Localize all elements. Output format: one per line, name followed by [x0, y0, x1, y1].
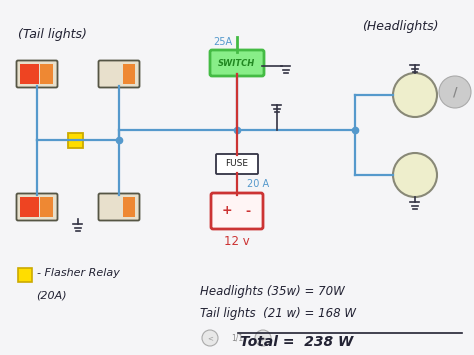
Circle shape: [393, 73, 437, 117]
Text: FUSE: FUSE: [226, 159, 248, 169]
FancyBboxPatch shape: [210, 50, 264, 76]
Bar: [69, 132, 83, 147]
FancyBboxPatch shape: [17, 193, 57, 220]
FancyBboxPatch shape: [216, 154, 258, 174]
Text: 20 A: 20 A: [247, 179, 269, 189]
FancyBboxPatch shape: [17, 60, 57, 87]
Text: /: /: [453, 86, 457, 98]
Text: Headlights (35w) = 70W: Headlights (35w) = 70W: [200, 285, 345, 298]
Circle shape: [202, 330, 218, 346]
Text: - Flasher Relay: - Flasher Relay: [37, 268, 120, 278]
Bar: [123, 197, 135, 217]
FancyBboxPatch shape: [99, 193, 139, 220]
Circle shape: [255, 330, 271, 346]
Text: (20A): (20A): [36, 290, 67, 300]
Text: Tail lights  (21 w) = 168 W: Tail lights (21 w) = 168 W: [200, 307, 356, 320]
Circle shape: [439, 76, 471, 108]
Bar: [20, 197, 39, 217]
Bar: [18, 268, 32, 282]
Text: SWITCH: SWITCH: [219, 59, 255, 67]
Text: >: >: [260, 335, 266, 341]
FancyBboxPatch shape: [99, 60, 139, 87]
Text: (Tail lights): (Tail lights): [18, 28, 87, 41]
FancyBboxPatch shape: [211, 193, 263, 229]
Bar: [40, 64, 53, 84]
Bar: [123, 64, 135, 84]
Bar: [20, 64, 39, 84]
Text: 25A: 25A: [213, 37, 233, 47]
Text: 1/1: 1/1: [231, 333, 243, 343]
Text: -: -: [245, 204, 250, 218]
Text: +: +: [222, 204, 233, 218]
Text: (Headlights): (Headlights): [362, 20, 438, 33]
Circle shape: [393, 153, 437, 197]
Text: Total =  238 W: Total = 238 W: [240, 335, 353, 349]
Text: 12 v: 12 v: [224, 235, 250, 248]
Text: <: <: [207, 335, 213, 341]
Bar: [40, 197, 53, 217]
